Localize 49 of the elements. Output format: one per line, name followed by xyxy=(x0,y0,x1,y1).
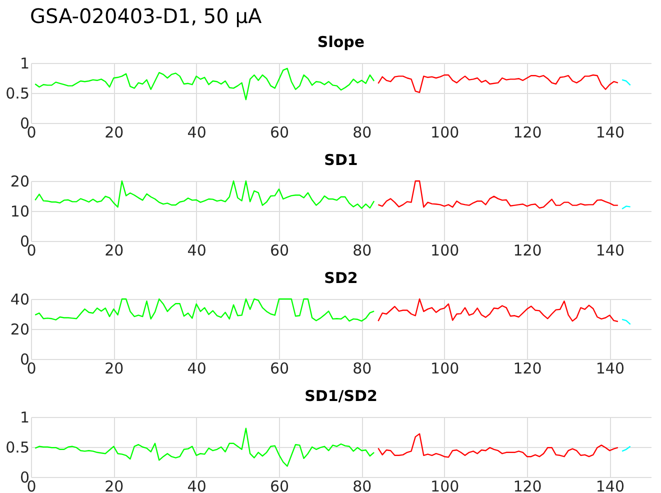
x-tick-label: 60 xyxy=(270,478,290,493)
x-tick-label: 60 xyxy=(270,360,290,378)
line-series xyxy=(34,180,375,209)
line-series xyxy=(34,428,375,467)
x-tick-label: 40 xyxy=(187,242,206,260)
y-tick-label: 40 xyxy=(10,290,30,308)
x-tick-label: 100 xyxy=(430,124,460,142)
line-series xyxy=(378,298,619,322)
chart-subtitle: SD2 xyxy=(324,269,358,287)
x-tick-label: 140 xyxy=(596,478,624,493)
y-tick-label: 0.5 xyxy=(6,84,30,102)
y-tick-label: 1 xyxy=(20,408,30,426)
y-tick-label: 1 xyxy=(20,54,30,72)
chart-subtitle: SD1/SD2 xyxy=(304,387,378,405)
line-series xyxy=(378,74,619,93)
x-tick-label: 120 xyxy=(513,242,542,260)
x-tick-label: 60 xyxy=(270,124,290,142)
x-tick-label: 140 xyxy=(596,360,624,378)
x-tick-label: 140 xyxy=(596,242,624,260)
chart-subtitle: SD1 xyxy=(324,151,358,169)
line-series xyxy=(34,68,375,100)
x-tick-label: 100 xyxy=(430,242,460,260)
x-tick-label: 80 xyxy=(352,124,372,142)
x-tick-label: 100 xyxy=(430,478,460,493)
x-tick-label: 20 xyxy=(104,478,124,493)
x-tick-label: 20 xyxy=(104,360,124,378)
line-series xyxy=(378,433,619,458)
x-tick-label: 40 xyxy=(187,360,206,378)
chart-subtitle: Slope xyxy=(317,33,365,51)
x-tick-label: 140 xyxy=(596,124,624,142)
x-tick-label: 40 xyxy=(187,124,206,142)
y-tick-label: 20 xyxy=(10,172,30,190)
x-tick-label: 80 xyxy=(352,242,372,260)
x-tick-label: 80 xyxy=(352,360,372,378)
x-tick-label: 120 xyxy=(513,360,542,378)
y-tick-label: 10 xyxy=(10,202,30,220)
x-tick-label: 40 xyxy=(187,478,206,493)
x-tick-label: 120 xyxy=(513,124,542,142)
x-tick-label: 80 xyxy=(352,478,372,493)
x-tick-label: 20 xyxy=(104,242,124,260)
y-tick-label: 0.5 xyxy=(6,438,30,456)
y-tick-label: 20 xyxy=(10,320,30,338)
x-tick-label: 20 xyxy=(104,124,124,142)
x-tick-label: 120 xyxy=(513,478,542,493)
line-series xyxy=(378,180,619,209)
line-series xyxy=(34,298,375,322)
x-tick-label: 100 xyxy=(430,360,460,378)
x-tick-label: 60 xyxy=(270,242,290,260)
chart-title: GSA-020403-D1, 50 μA xyxy=(30,4,262,28)
